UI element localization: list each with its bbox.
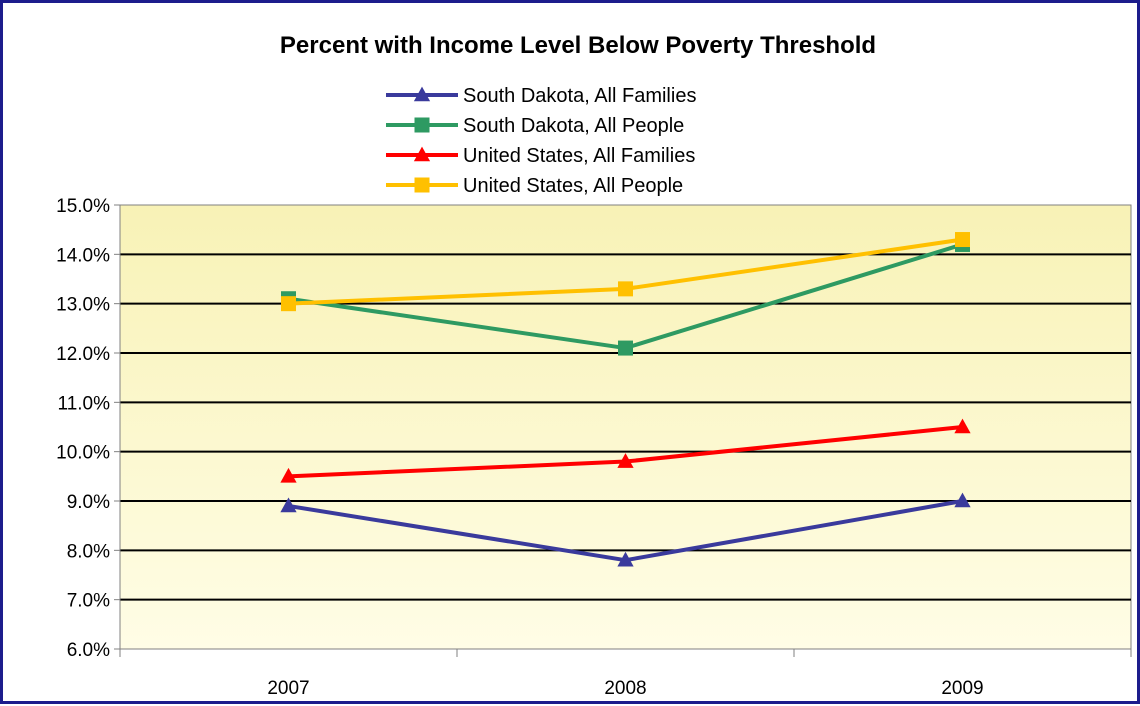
y-tick-label: 11.0% <box>58 393 111 414</box>
y-tick-label: 13.0% <box>56 295 110 316</box>
data-point <box>956 233 970 247</box>
legend-label: United States, All People <box>463 175 683 197</box>
y-axis: 6.0% 7.0% 8.0% 9.0% 10.0% 11.0% 12.0% 13.0% 14.0… <box>56 196 120 661</box>
data-point <box>282 297 296 311</box>
y-tick-label: 9.0% <box>67 492 110 513</box>
legend-label: South Dakota, All Families <box>463 85 696 107</box>
legend-item: South Dakota, All People <box>386 115 684 137</box>
data-point <box>619 282 633 296</box>
x-tick-label: 2008 <box>604 678 646 699</box>
legend-swatch-marker <box>415 118 429 132</box>
legend-label: South Dakota, All People <box>463 115 684 137</box>
x-axis: 2007 2008 2009 <box>120 649 1131 699</box>
chart-title: Percent with Income Level Below Poverty … <box>280 32 876 59</box>
legend-swatch-marker <box>415 178 429 192</box>
legend-item: United States, All Families <box>386 145 695 167</box>
legend-item: United States, All People <box>386 175 683 197</box>
y-tick-label: 14.0% <box>56 245 110 266</box>
plot-area <box>120 205 1131 649</box>
y-tick-label: 8.0% <box>67 541 110 562</box>
x-tick-label: 2007 <box>267 678 309 699</box>
line-chart: Percent with Income Level Below Poverty … <box>3 3 1137 701</box>
y-tick-label: 6.0% <box>67 640 110 661</box>
y-tick-label: 15.0% <box>56 196 110 217</box>
data-point <box>619 341 633 355</box>
y-tick-label: 12.0% <box>56 344 110 365</box>
x-tick-label: 2009 <box>941 678 983 699</box>
y-tick-label: 10.0% <box>56 443 110 464</box>
chart-legend: South Dakota, All Families South Dakota, … <box>386 85 696 197</box>
legend-item: South Dakota, All Families <box>386 85 696 107</box>
y-tick-label: 7.0% <box>67 591 110 612</box>
legend-label: United States, All Families <box>463 145 695 167</box>
